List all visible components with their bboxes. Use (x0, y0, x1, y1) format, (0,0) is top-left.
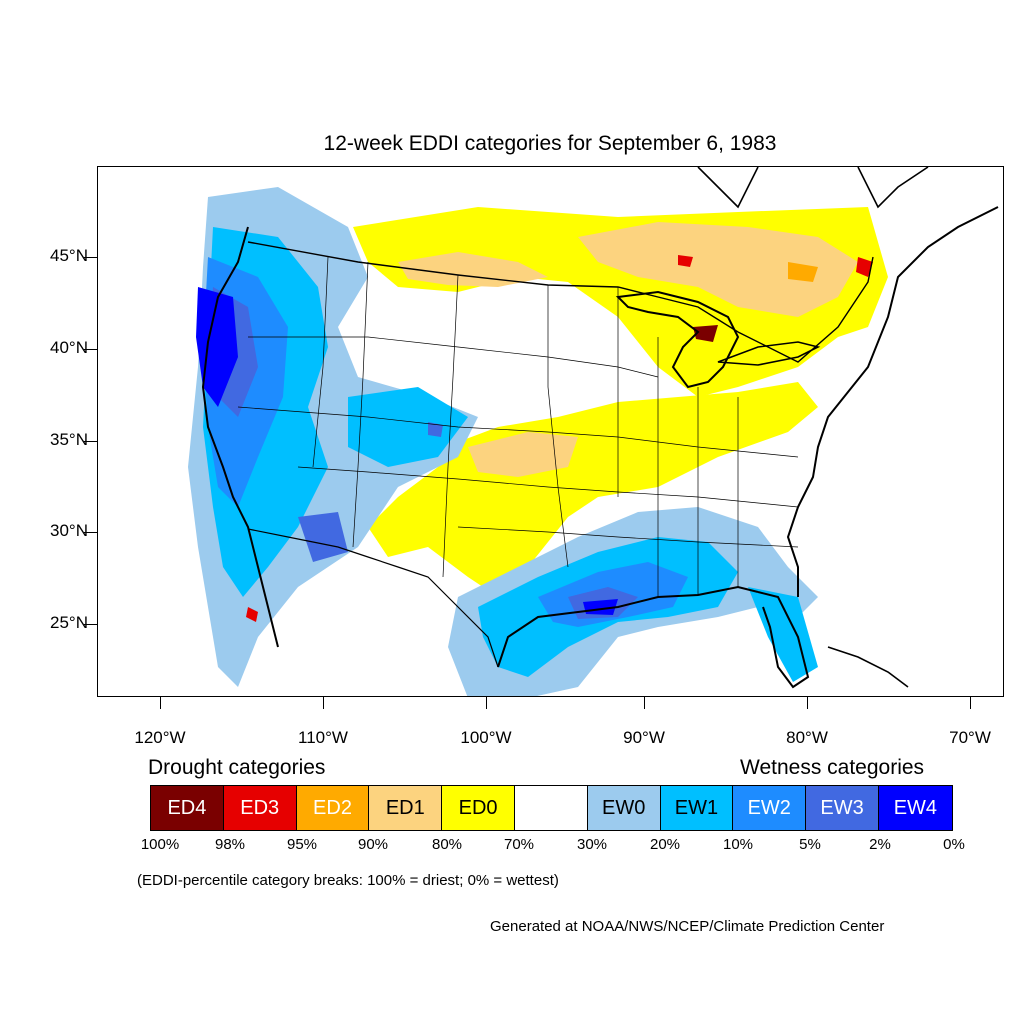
lat-tick-25 (84, 624, 97, 625)
region-ed4-michigan (693, 325, 718, 342)
region-ed3-maine (856, 257, 873, 277)
florida-coast (757, 591, 810, 689)
legend-box-ew0: EW0 (587, 786, 661, 830)
category-note: (EDDI-percentile category breaks: 100% =… (137, 872, 559, 889)
break-label: 5% (799, 836, 821, 853)
legend-box-ed1: ED1 (369, 786, 443, 830)
great-lakes (615, 290, 740, 389)
lat-label-45: 45°N (50, 246, 88, 265)
region-ew4-west (196, 287, 238, 407)
gulf-coast (497, 585, 759, 668)
lon-label-120: 120°W (134, 728, 186, 747)
legend-box-ed0: ED0 (442, 786, 515, 830)
region-ew3-colorado (428, 422, 443, 437)
legend-box-ed3: ED3 (223, 786, 297, 830)
map-canvas (188, 167, 999, 696)
legend-box-ed4: ED4 (151, 786, 224, 830)
legend-box-ew2: EW2 (733, 786, 807, 830)
state-lines (237, 256, 799, 597)
eddi-map (97, 166, 1004, 697)
wetness-heading: Wetness categories (740, 756, 925, 779)
lat-tick-30 (84, 532, 97, 533)
break-label: 10% (722, 836, 754, 853)
break-label: 80% (431, 836, 463, 853)
cuba-coast (827, 646, 909, 688)
credit-line: Generated at NOAA/NWS/NCEP/Climate Predi… (490, 918, 885, 935)
lat-tick-40 (84, 349, 97, 350)
break-label: 30% (576, 836, 608, 853)
map-title: 12-week EDDI categories for September 6,… (323, 132, 777, 155)
drought-heading: Drought categories (148, 756, 326, 779)
lat-label-30: 30°N (50, 521, 88, 540)
region-ed3-coast (246, 607, 258, 622)
lon-tick-100 (486, 697, 487, 709)
lon-label-100: 100°W (460, 728, 512, 747)
legend-box-ed2: ED2 (296, 786, 370, 830)
break-label: 70% (503, 836, 535, 853)
lat-tick-35 (84, 441, 97, 442)
category-regions (188, 187, 888, 696)
break-label: 98% (214, 836, 246, 853)
break-label: 90% (357, 836, 389, 853)
category-legend: ED4 ED3 ED2 ED1 ED0 EW0 EW1 EW2 EW3 EW4 (150, 785, 953, 831)
region-ed1-northeast (578, 222, 858, 317)
east-coast (786, 206, 999, 597)
boundaries (201, 167, 999, 689)
lon-label-90: 90°W (623, 728, 665, 747)
legend-box-ew3: EW3 (806, 786, 879, 830)
region-ed0-central (368, 382, 818, 597)
region-ew1-rockies (348, 387, 468, 467)
lon-tick-110 (323, 697, 324, 709)
break-label: 20% (649, 836, 681, 853)
region-ed1-north (398, 252, 548, 287)
lat-label-40: 40°N (50, 338, 88, 357)
region-ed3-ontario (678, 255, 693, 267)
lat-label-35: 35°N (50, 430, 88, 449)
region-ed1-central (468, 432, 578, 477)
us-mexico-border (247, 528, 499, 668)
west-coast (201, 226, 279, 648)
lon-label-70: 70°W (949, 728, 991, 747)
break-label: 2% (869, 836, 891, 853)
legend-box-normal (514, 786, 588, 830)
break-label: 100% (140, 836, 180, 853)
region-ew3-arizona (298, 512, 348, 562)
legend-box-ew1: EW1 (660, 786, 734, 830)
lon-label-110: 110°W (298, 728, 348, 747)
lat-tick-45 (84, 257, 97, 258)
break-label: 95% (286, 836, 318, 853)
lon-tick-70 (970, 697, 971, 709)
lon-tick-120 (160, 697, 161, 709)
region-ew1-florida (748, 587, 818, 682)
break-label: 0% (943, 836, 965, 853)
lon-label-80: 80°W (786, 728, 828, 747)
hudson-coast (697, 167, 759, 209)
lon-tick-90 (644, 697, 645, 709)
region-ed2-ontario (788, 262, 818, 282)
us-canada-border (247, 241, 874, 363)
labrador-coast (857, 167, 929, 209)
legend-box-ew4: EW4 (878, 786, 952, 830)
lat-label-25: 25°N (50, 613, 88, 632)
lon-tick-80 (807, 697, 808, 709)
lake-erie-ontario (717, 341, 821, 366)
